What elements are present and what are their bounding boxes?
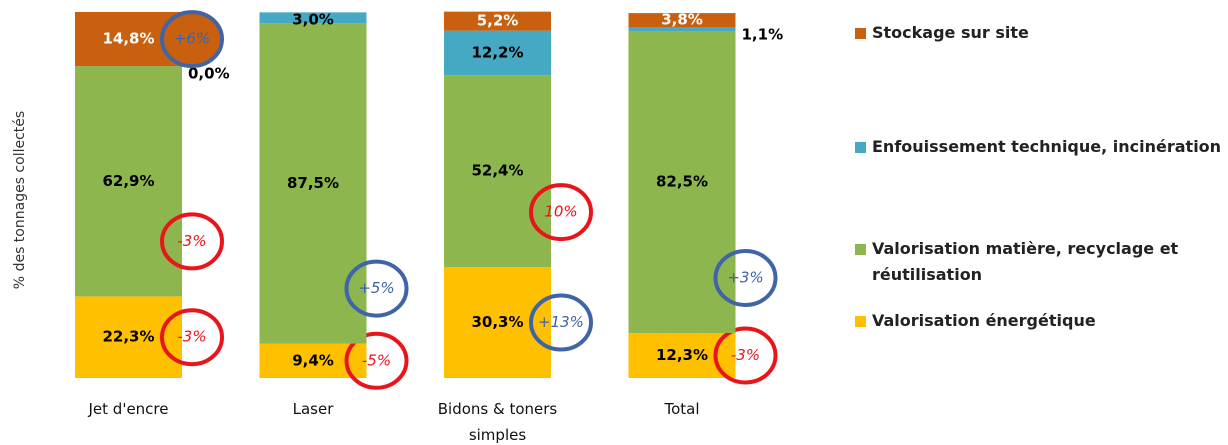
legend-box: Enfouissement technique, incinération: [872, 137, 1222, 156]
annotation-text: 10%: [544, 203, 577, 221]
annotation-text: +5%: [358, 279, 394, 297]
bar-segment: [628, 332, 736, 378]
bar-segment: [75, 296, 182, 378]
x-tick-label-box: Total: [664, 400, 700, 418]
bar-segment: [259, 12, 367, 24]
value-label: 30,3%: [471, 313, 523, 331]
annotation-text: -3%: [731, 346, 760, 364]
legend-swatch: [855, 28, 866, 39]
value-label: 5,2%: [477, 12, 519, 30]
value-label: 82,5%: [656, 173, 708, 191]
value-label: 0,0%: [188, 65, 230, 83]
annotation-circle: [160, 10, 224, 69]
x-tick-label-box: Laser: [292, 400, 334, 418]
bar-segment: [444, 11, 551, 31]
value-label: 9,4%: [292, 351, 334, 369]
legend-label: Stockage sur site: [872, 23, 1029, 42]
x-tick-label: Laser: [292, 400, 334, 418]
legend-box: Valorisation matière, recyclage et réuti…: [872, 239, 1179, 284]
value-label: 3,0%: [292, 11, 334, 29]
annotation-circle: [529, 183, 593, 242]
bar-segment: [444, 30, 551, 76]
x-tick-label: Jet d'encre: [88, 400, 169, 418]
legend-label: Valorisation énergétique: [872, 311, 1096, 330]
legend-box: Valorisation énergétique: [872, 311, 1096, 330]
value-label: 3,8%: [661, 11, 703, 29]
x-tick-label: Total: [664, 400, 700, 418]
value-label: 22,3%: [102, 328, 154, 346]
annotation-text: -3%: [177, 232, 206, 250]
bar-segment: [628, 27, 736, 32]
annotation-circle: [160, 212, 224, 271]
bar-segment: [444, 267, 551, 378]
bar-segment: [444, 75, 551, 268]
annotation-circle: [529, 293, 593, 352]
legend-label: Enfouissement technique, incinération: [872, 137, 1222, 156]
x-tick-label-box: Jet d'encre: [88, 400, 169, 418]
annotation-circle: [344, 331, 409, 390]
bar-segment: [75, 66, 182, 297]
legend-swatch: [855, 142, 866, 153]
legend-box: Stockage sur site: [872, 23, 1029, 42]
y-axis-label: % des tonnages collectés: [12, 111, 28, 289]
x-tick-label: Bidons & toners simples: [437, 400, 558, 444]
annotation-circle: [344, 259, 409, 318]
legend-swatch: [855, 244, 866, 255]
annotation-text: +6%: [174, 30, 210, 48]
bar-segment: [628, 13, 736, 28]
legend-label: Valorisation matière, recyclage et réuti…: [872, 239, 1179, 284]
annotation-circle: [160, 308, 224, 367]
annotation-text: +3%: [727, 268, 763, 286]
value-label: 62,9%: [102, 172, 154, 190]
value-label: 52,4%: [471, 162, 523, 180]
annotation-circle: [713, 248, 778, 307]
annotation-circle: [713, 326, 778, 385]
x-tick-label-box: Bidons & toners simples: [437, 400, 558, 444]
value-label: 12,3%: [656, 346, 708, 364]
value-label: 12,2%: [471, 43, 523, 61]
annotation-text: +13%: [538, 313, 584, 331]
value-label: 14,8%: [102, 30, 154, 48]
annotation-text: -3%: [177, 328, 206, 346]
legend-swatch: [855, 316, 866, 327]
bar-segment: [259, 23, 367, 344]
annotation-text: -5%: [362, 351, 391, 369]
value-label: 1,1%: [742, 26, 784, 44]
value-label: 87,5%: [287, 174, 339, 192]
